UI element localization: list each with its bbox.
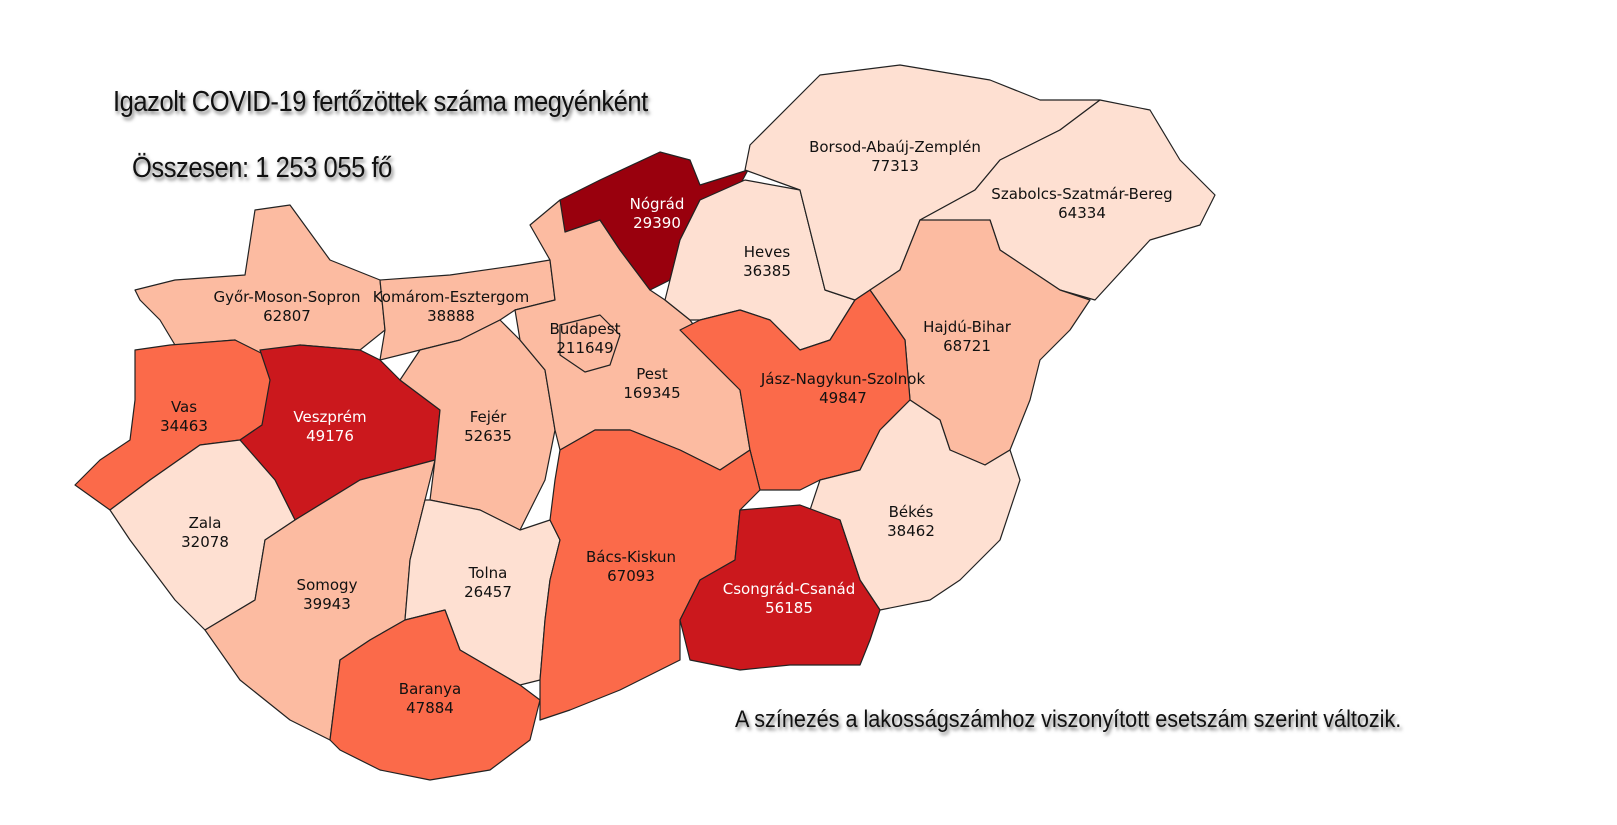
county-fejer (399, 319, 556, 531)
county-cases: 38888 (427, 307, 475, 325)
county-label: Borsod-Abaúj-Zemplén 77313 (809, 138, 981, 176)
map-title: Igazolt COVID-19 fertőzöttek száma megyé… (113, 86, 648, 118)
county-cases: 36385 (743, 262, 791, 280)
county-name: Zala (188, 514, 222, 532)
county-baranya (329, 609, 541, 781)
county-label: Zala 32078 (181, 514, 229, 552)
county-label: Fejér 52635 (464, 408, 512, 446)
county-name: Heves (743, 243, 791, 261)
county-name: Bács-Kiskun (585, 548, 677, 566)
county-cases: 64334 (1058, 204, 1106, 222)
color-note: A színezés a lakosságszámhoz viszonyítot… (735, 706, 1402, 733)
county-cases: 38462 (887, 522, 935, 540)
county-zala (109, 439, 296, 631)
county-name: Veszprém (293, 408, 367, 426)
county-cases: 169345 (623, 384, 681, 402)
county-name: Borsod-Abaúj-Zemplén (809, 138, 981, 156)
county-label: Somogy 39943 (297, 576, 358, 614)
county-label: Baranya 47884 (399, 680, 461, 718)
county-label: Pest 169345 (623, 365, 680, 403)
county-label: Budapest 211649 (550, 320, 621, 358)
county-label: Csongrád-Csanád 56185 (723, 580, 856, 618)
county-name: Nógrád (629, 195, 685, 213)
county-cases: 56185 (765, 599, 813, 617)
county-name: Csongrád-Csanád (722, 580, 856, 598)
county-cases: 49176 (306, 427, 354, 445)
county-label: Nógrád 29390 (630, 195, 685, 233)
county-label: Tolna 26457 (464, 564, 512, 602)
county-label: Szabolcs-Szatmár-Bereg 64334 (991, 185, 1172, 223)
county-cases: 52635 (464, 427, 512, 445)
county-name: Baranya (398, 680, 462, 698)
county-name: Szabolcs-Szatmár-Bereg (991, 185, 1173, 203)
county-name: Hajdú-Bihar (923, 318, 1011, 336)
county-label: Győr-Moson-Sopron 62807 (213, 288, 360, 326)
county-cases: 211649 (556, 339, 614, 357)
county-gyor-moson-sopron (134, 204, 386, 356)
county-label: Komárom-Esztergom 38888 (373, 288, 530, 326)
county-name: Győr-Moson-Sopron (213, 288, 361, 306)
county-name: Jász-Nagykun-Szolnok (760, 370, 926, 388)
county-label: Veszprém 49176 (293, 408, 366, 446)
county-cases: 62807 (263, 307, 311, 325)
county-name: Somogy (296, 576, 358, 594)
county-cases: 29390 (633, 214, 681, 232)
county-label: Heves 36385 (743, 243, 791, 281)
total-cases: Összesen: 1 253 055 fő (132, 152, 392, 184)
county-label: Jász-Nagykun-Szolnok 49847 (761, 370, 925, 408)
county-komarom-esztergom (379, 259, 556, 361)
county-label: Vas 34463 (160, 398, 208, 436)
county-label: Bács-Kiskun 67093 (586, 548, 676, 586)
county-name: Budapest (549, 320, 621, 338)
county-cases: 67093 (607, 567, 655, 585)
county-budapest (559, 314, 621, 373)
county-bacs-kiskun (539, 429, 761, 721)
county-label: Hajdú-Bihar 68721 (923, 318, 1011, 356)
county-cases: 34463 (160, 417, 208, 435)
county-csongrad-csanad (679, 504, 881, 671)
county-cases: 32078 (181, 533, 229, 551)
county-cases: 39943 (303, 595, 351, 613)
county-cases: 26457 (464, 583, 512, 601)
county-cases: 49847 (819, 389, 867, 407)
county-name: Pest (636, 365, 668, 383)
county-name: Fejér (469, 408, 507, 426)
county-cases: 47884 (406, 699, 454, 717)
county-name: Vas (170, 398, 198, 416)
county-name: Békés (888, 503, 934, 521)
county-cases: 77313 (871, 157, 919, 175)
county-cases: 68721 (943, 337, 991, 355)
county-label: Békés 38462 (887, 503, 935, 541)
county-name: Tolna (468, 564, 508, 582)
county-name: Komárom-Esztergom (372, 288, 530, 306)
